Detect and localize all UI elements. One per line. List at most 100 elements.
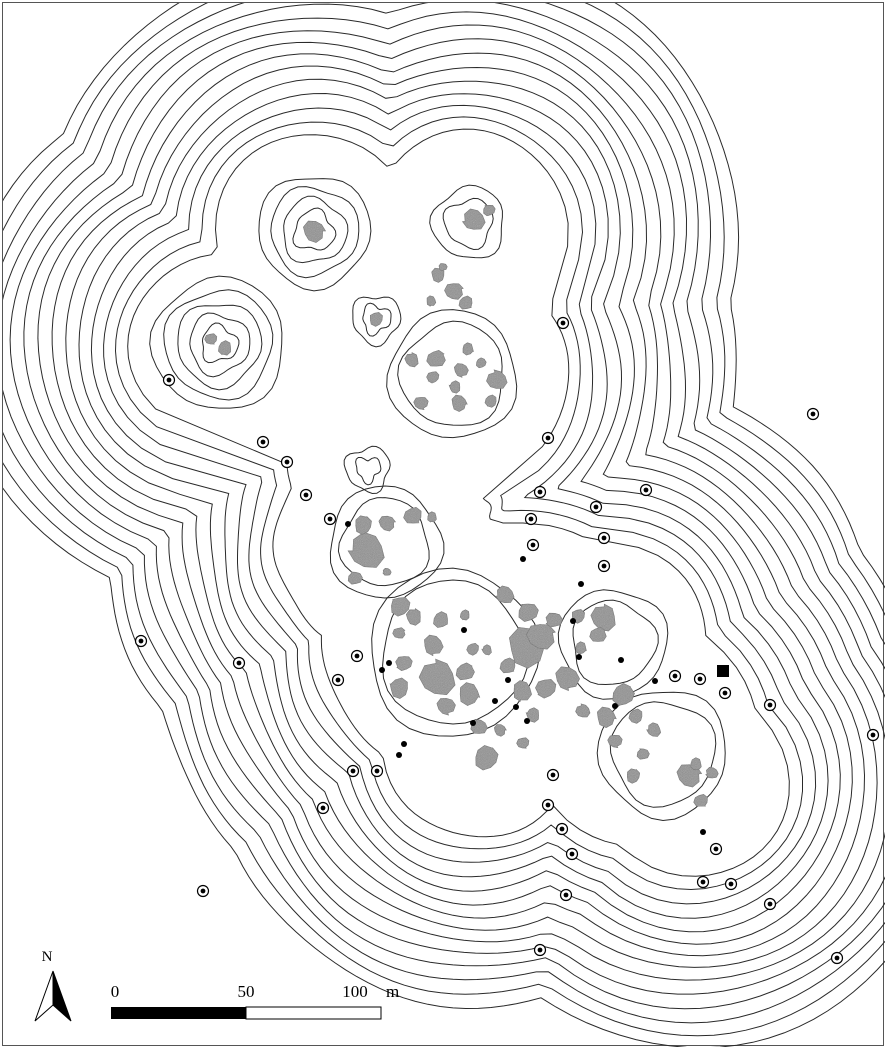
boulder [426,371,440,384]
ringed-point-icon [541,431,555,445]
scale-tick-0: 0 [111,982,120,1001]
boulder [458,295,473,310]
boulder [493,724,507,737]
ringed-point-icon [196,884,210,898]
scale-tick-100: 100 [342,982,368,1001]
scale-unit: m [386,982,399,1001]
ringed-point-icon [555,822,569,836]
contour-line [386,309,518,439]
boulder [461,208,486,230]
ringed-point-icon [709,842,723,856]
boulder [378,515,396,532]
boulder [628,708,643,724]
boulder [481,644,492,656]
ringed-point-icon [556,316,570,330]
boulder [436,698,456,716]
boulder [462,342,474,356]
survey-points [134,316,880,965]
boulder [459,609,470,621]
boulder [693,793,708,807]
boulder [705,766,719,779]
contour-line [103,104,817,905]
boulder [204,333,218,345]
solid-point-icon [618,657,624,663]
contour-line [149,275,283,409]
solid-point-icon [578,581,584,587]
solid-point-icon [576,654,582,660]
boulder [636,748,650,760]
solid-point-icon [524,718,530,724]
boulder [426,295,437,307]
solid-point-icon [401,741,407,747]
boulder [535,679,557,699]
boulder [448,380,461,394]
boulder [451,394,468,412]
boulder [426,349,446,367]
ringed-point-icon [830,951,844,965]
boulder [596,706,617,728]
contour-line [609,701,717,808]
solid-point-icon [570,618,576,624]
ringed-point-icon [323,512,337,526]
boulder [382,567,392,576]
ringed-point-icon [718,686,732,700]
contour-line [596,691,726,822]
contour-line [572,599,659,686]
boulder [424,634,444,657]
contour-line [355,457,382,486]
scale-tick-50: 50 [238,982,255,1001]
contour-line [3,3,885,1024]
boulder [516,737,530,749]
ringed-point-icon [370,764,384,778]
contour-line [201,322,240,364]
ringed-point-icon [280,455,294,469]
boulder-cluster [204,204,719,807]
boulder [475,745,499,771]
contour-line [37,38,878,968]
ringed-point-icon [316,801,330,815]
contour-line [283,195,349,264]
boulder [355,515,372,535]
solid-point-icon [612,703,618,709]
boulder [513,680,532,702]
boulder [403,506,422,524]
contour-line [90,92,829,919]
ringed-point-icon [533,943,547,957]
solid-point-icon [345,521,351,527]
boulder [575,641,587,655]
boulder [545,612,563,628]
ringed-point-icon [693,672,707,686]
map-canvas: N 0 50 100 m [3,3,885,1047]
boulder [525,707,539,723]
ringed-point-icon [134,634,148,648]
contour-line [3,3,885,1047]
boulder [438,263,448,271]
boulder [433,611,448,628]
contour-line [9,11,885,995]
north-arrow-icon [34,970,72,1022]
scale-bar: 0 50 100 m [111,982,399,1020]
contour-line [397,320,503,426]
boulder [466,642,479,656]
contour-line [429,184,503,259]
boulder [590,603,616,632]
square-marker-icon [717,665,729,677]
ringed-point-icon [526,538,540,552]
boulder [427,511,437,523]
boulder [389,677,408,699]
ringed-point-icon [597,559,611,573]
ringed-point-icon [724,877,738,891]
ringed-point-icon [763,698,777,712]
boulder [646,722,662,737]
solid-point-icon [700,829,706,835]
boulder [518,603,539,622]
ringed-point-icon [866,728,880,742]
boulder [404,352,419,368]
boulder [690,757,702,771]
boulder [486,369,508,389]
boulder [391,597,411,617]
contour-line [557,589,669,700]
ringed-point-icon [256,435,270,449]
ringed-point-icon [546,768,560,782]
contour-line [382,579,529,725]
